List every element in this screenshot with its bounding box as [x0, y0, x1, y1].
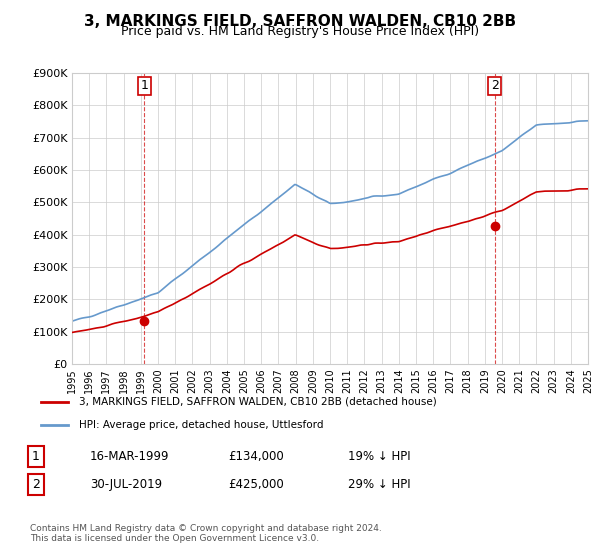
- Text: £134,000: £134,000: [228, 450, 284, 463]
- Text: 1: 1: [140, 80, 148, 92]
- Text: 3, MARKINGS FIELD, SAFFRON WALDEN, CB10 2BB (detached house): 3, MARKINGS FIELD, SAFFRON WALDEN, CB10 …: [79, 397, 436, 407]
- Text: 19% ↓ HPI: 19% ↓ HPI: [348, 450, 410, 463]
- Text: Contains HM Land Registry data © Crown copyright and database right 2024.
This d: Contains HM Land Registry data © Crown c…: [30, 524, 382, 543]
- Text: 29% ↓ HPI: 29% ↓ HPI: [348, 478, 410, 491]
- Text: HPI: Average price, detached house, Uttlesford: HPI: Average price, detached house, Uttl…: [79, 421, 323, 431]
- Text: Price paid vs. HM Land Registry's House Price Index (HPI): Price paid vs. HM Land Registry's House …: [121, 25, 479, 38]
- Text: 3, MARKINGS FIELD, SAFFRON WALDEN, CB10 2BB: 3, MARKINGS FIELD, SAFFRON WALDEN, CB10 …: [84, 14, 516, 29]
- Text: 16-MAR-1999: 16-MAR-1999: [90, 450, 170, 463]
- Text: 2: 2: [32, 478, 40, 491]
- Text: 1: 1: [32, 450, 40, 463]
- Text: 30-JUL-2019: 30-JUL-2019: [90, 478, 162, 491]
- Text: 2: 2: [491, 80, 499, 92]
- Text: £425,000: £425,000: [228, 478, 284, 491]
